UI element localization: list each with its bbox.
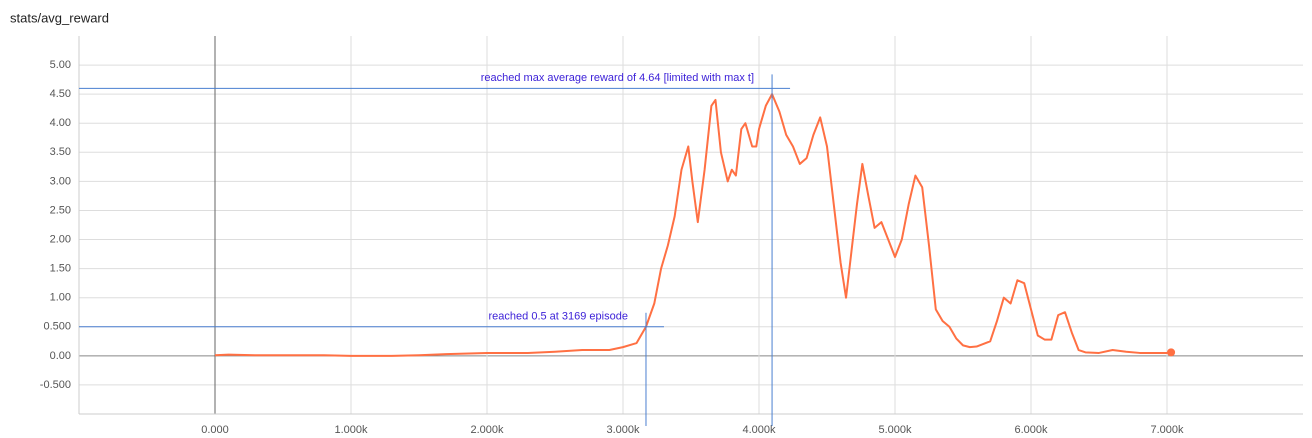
y-tick-label: 4.50 bbox=[50, 88, 71, 100]
chart-title: stats/avg_reward bbox=[10, 10, 109, 25]
x-tick-label: 3.000k bbox=[606, 424, 640, 436]
x-tick-label: 6.000k bbox=[1014, 424, 1048, 436]
x-tick-label: 1.000k bbox=[334, 424, 368, 436]
annotation-text: reached max average reward of 4.64 [limi… bbox=[481, 72, 754, 84]
y-tick-label: 1.00 bbox=[50, 292, 71, 304]
data-line bbox=[214, 93, 1172, 357]
x-tick-label: 4.000k bbox=[742, 424, 776, 436]
y-tick-label: 1.50 bbox=[50, 263, 71, 275]
y-tick-label: 0.500 bbox=[43, 321, 71, 333]
y-tick-label: 2.50 bbox=[50, 204, 71, 216]
y-tick-label: -0.500 bbox=[40, 379, 71, 391]
y-tick-label: 3.00 bbox=[50, 175, 71, 187]
y-tick-label: 3.50 bbox=[50, 146, 71, 158]
y-tick-label: 5.00 bbox=[50, 59, 71, 71]
x-tick-label: 7.000k bbox=[1150, 424, 1184, 436]
x-tick-label: 5.000k bbox=[878, 424, 912, 436]
annotation-text: reached 0.5 at 3169 episode bbox=[489, 311, 628, 323]
y-tick-label: 0.00 bbox=[50, 350, 71, 362]
x-tick-label: 0.000 bbox=[201, 424, 229, 436]
end-point bbox=[1167, 348, 1176, 357]
y-tick-label: 2.00 bbox=[50, 233, 71, 245]
y-tick-label: 4.00 bbox=[50, 117, 71, 129]
x-tick-label: 2.000k bbox=[470, 424, 504, 436]
